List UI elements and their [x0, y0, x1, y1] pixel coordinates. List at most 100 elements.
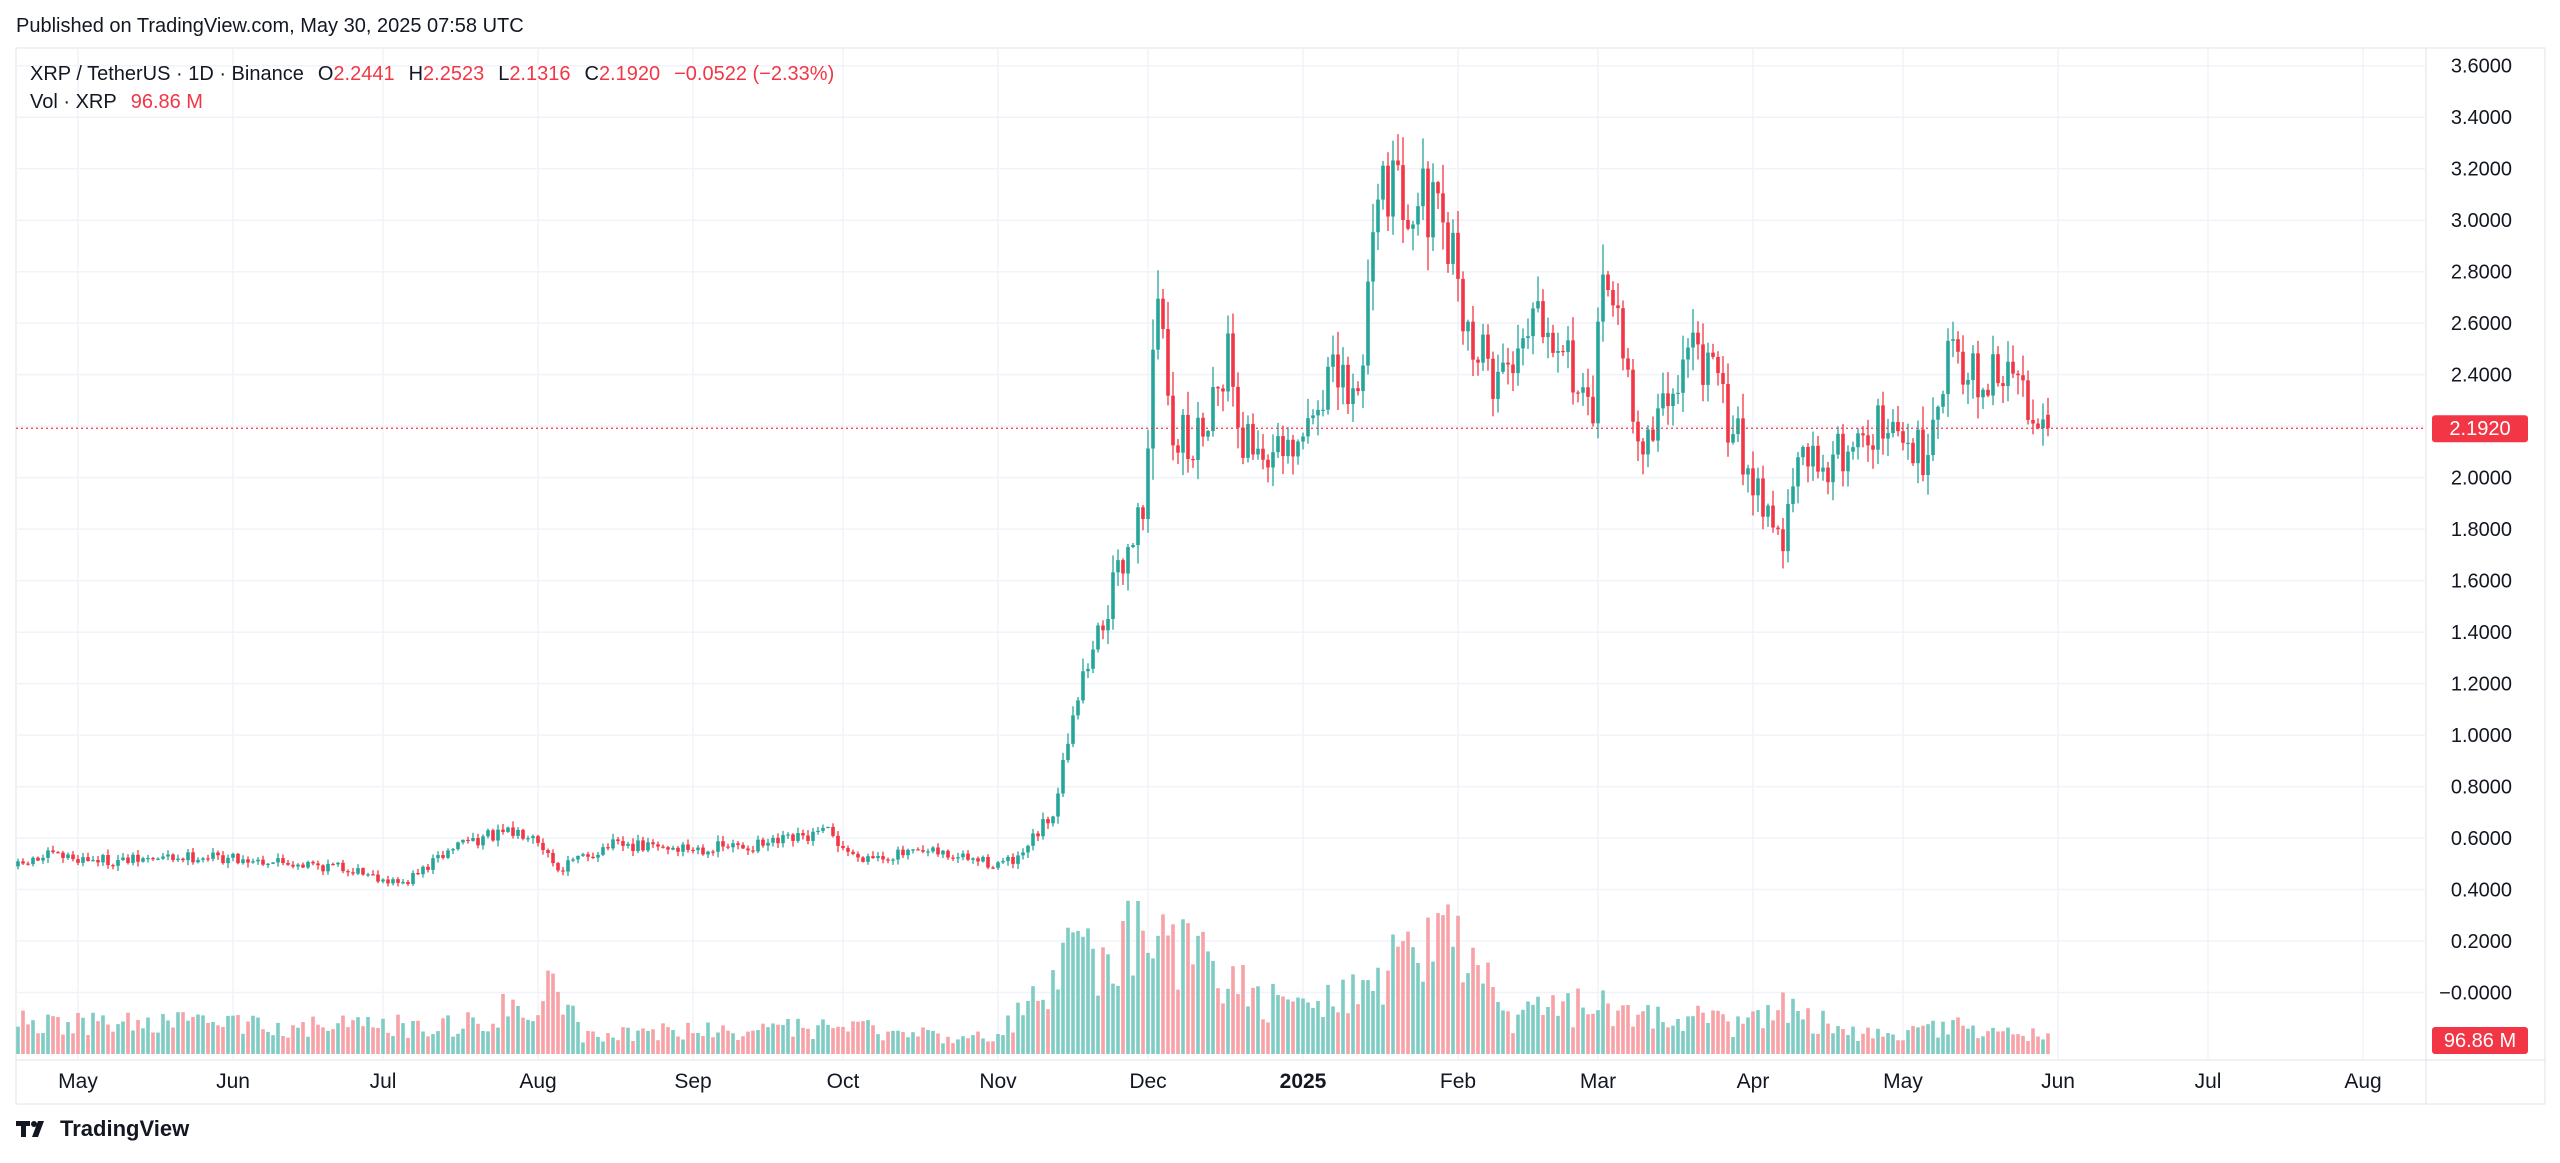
candle-body [1946, 340, 1950, 395]
volume-bar [1656, 1006, 1660, 1054]
candle-body [1856, 433, 1860, 448]
candle-body [1711, 352, 1715, 357]
volume-bar [426, 1036, 430, 1054]
volume-bar [841, 1026, 845, 1054]
candle-body [1666, 393, 1670, 407]
candle-body [1066, 743, 1070, 761]
volume-bar [1601, 990, 1605, 1054]
candle-body [511, 827, 515, 836]
volume-bar [326, 1030, 330, 1054]
volume-bar [1376, 967, 1380, 1054]
volume-bar [1721, 1014, 1725, 1054]
price-tick-label: 3.4000 [2451, 107, 2512, 129]
candle-body [1576, 392, 1580, 394]
candle-body [1731, 434, 1735, 443]
volume-bar [1481, 983, 1485, 1054]
candle-body [761, 839, 765, 846]
volume-bar [1981, 1036, 1985, 1054]
volume-label[interactable]: Vol · XRP [30, 91, 117, 113]
volume-bar [1776, 1010, 1780, 1054]
candle-body [711, 851, 715, 853]
candle-body [131, 854, 135, 863]
candle-body [1496, 371, 1500, 399]
volume-bar [871, 1025, 875, 1054]
volume-bar [2001, 1031, 2005, 1054]
candle-body [1996, 354, 2000, 384]
volume-bar [1531, 1004, 1535, 1054]
volume-bar [801, 1027, 805, 1054]
volume-bar [1571, 1027, 1575, 1054]
volume-bar [1371, 990, 1375, 1054]
volume-bar [2041, 1039, 2045, 1054]
volume-bar [911, 1032, 915, 1054]
volume-bar [631, 1041, 635, 1054]
symbol-label[interactable]: XRP / TetherUS · 1D · Binance [30, 63, 304, 85]
volume-bar [1506, 1011, 1510, 1054]
volume-bar [1286, 999, 1290, 1054]
candle-body [1591, 396, 1595, 424]
volume-bar [1841, 1029, 1845, 1054]
volume-bar [816, 1025, 820, 1054]
volume-bar [1546, 1006, 1550, 1054]
volume-bar [56, 1016, 60, 1054]
tradingview-logo[interactable]: TradingView [16, 1116, 189, 1142]
volume-bar [1801, 1019, 1805, 1054]
chart-border [15, 47, 2546, 1105]
volume-bar [1736, 1016, 1740, 1054]
price-axis[interactable]: 3.6000 3.4000 3.2000 3.0000 2.8000 2.6000 2.40… [2439, 56, 2512, 1005]
candle-body [1501, 362, 1505, 372]
volume-bar [1826, 1023, 1830, 1054]
price-tick-label: 3.6000 [2451, 56, 2512, 78]
volume-bar [1976, 1038, 1980, 1054]
candle-body [1941, 394, 1945, 407]
volume-bar [1066, 927, 1070, 1054]
candle-body [1866, 435, 1870, 446]
candle-body [316, 863, 320, 866]
volume-bar [1616, 1010, 1620, 1054]
volume-bar [1896, 1040, 1900, 1054]
volume-bar [96, 1021, 100, 1054]
candle-body [1726, 384, 1730, 443]
candle-body [1521, 338, 1525, 349]
time-tick-label: Apr [1737, 1070, 1770, 1093]
candle-body [1526, 336, 1530, 339]
candle-body [161, 856, 165, 859]
candle-body [1076, 700, 1080, 716]
candle-body [701, 847, 705, 855]
candle-body [1136, 507, 1140, 546]
volume-bar [1311, 1007, 1315, 1054]
volume-bar [61, 1034, 65, 1054]
volume-bar [751, 1030, 755, 1054]
candle-body [2001, 383, 2005, 387]
volume-bar [1701, 1012, 1705, 1054]
candle-body [1021, 852, 1025, 856]
candle-body [1116, 560, 1120, 573]
volume-bar [1301, 998, 1305, 1054]
volume-bar [156, 1032, 160, 1054]
volume-bar [281, 1035, 285, 1054]
volume-bar [1086, 928, 1090, 1054]
candle-body [766, 842, 770, 846]
candle-body [1831, 454, 1835, 483]
candle-body [1906, 442, 1910, 445]
volume-bar [2006, 1027, 2010, 1054]
volume-bar [646, 1030, 650, 1054]
candle-body [156, 858, 160, 860]
volume-bar [1436, 913, 1440, 1054]
volume-bar [551, 973, 555, 1054]
candle-body [781, 835, 785, 844]
volume-bar [921, 1027, 925, 1054]
time-tick-label: Jun [216, 1070, 250, 1093]
candle-body [1171, 395, 1175, 446]
volume-bar [901, 1032, 905, 1054]
volume-bar [1646, 1004, 1650, 1054]
candle-body [1256, 448, 1260, 455]
time-axis[interactable]: May Jun Jul Aug Sep Oct Nov Dec 2025 Feb Mar Apr May… [58, 1070, 2382, 1093]
volume-bar [1941, 1021, 1945, 1054]
candle-body [826, 826, 830, 829]
volume-bar [1766, 1004, 1770, 1054]
candle-body [746, 848, 750, 851]
candle-body [51, 850, 55, 853]
volume-bar [1491, 986, 1495, 1054]
